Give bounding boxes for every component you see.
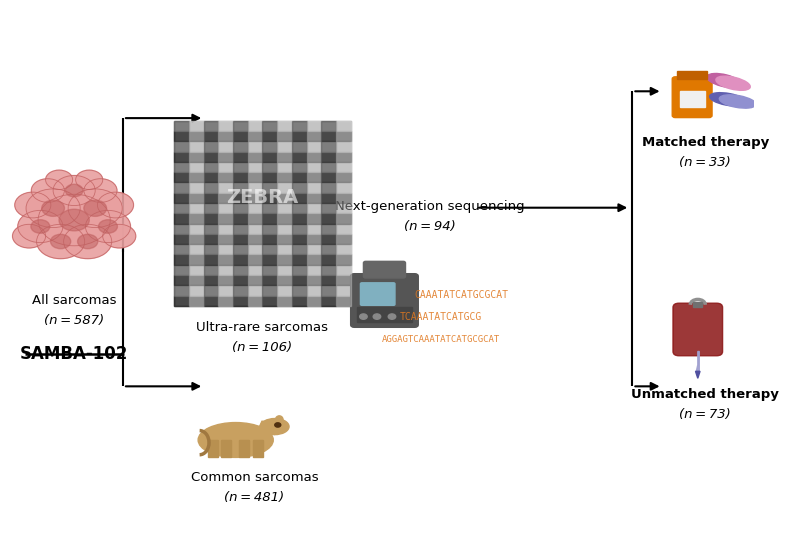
Text: Common sarcomas: Common sarcomas — [191, 471, 318, 484]
Text: ZEBRA: ZEBRA — [226, 188, 298, 207]
Bar — [174, 121, 189, 306]
Bar — [174, 264, 350, 275]
Bar — [174, 295, 350, 306]
Bar — [174, 141, 350, 152]
Bar — [174, 193, 350, 203]
Bar — [174, 203, 350, 214]
Circle shape — [38, 194, 110, 246]
Circle shape — [59, 209, 89, 231]
Bar — [263, 121, 277, 306]
Circle shape — [373, 314, 380, 319]
Circle shape — [46, 170, 73, 190]
Text: (n = 587): (n = 587) — [44, 314, 104, 327]
Bar — [174, 244, 350, 254]
Ellipse shape — [260, 418, 289, 435]
Bar — [306, 121, 321, 306]
Circle shape — [51, 234, 70, 249]
Bar — [174, 121, 350, 131]
Bar — [174, 285, 350, 295]
Polygon shape — [258, 421, 277, 435]
Circle shape — [103, 224, 136, 248]
Text: (n = 33): (n = 33) — [679, 156, 731, 169]
Bar — [321, 121, 336, 306]
Bar — [358, 307, 411, 322]
Text: All sarcomas: All sarcomas — [32, 294, 116, 307]
Bar — [203, 121, 218, 306]
FancyBboxPatch shape — [363, 261, 406, 278]
Circle shape — [31, 220, 50, 233]
Text: (n = 106): (n = 106) — [232, 341, 292, 354]
Circle shape — [66, 184, 83, 197]
Circle shape — [274, 423, 281, 427]
Text: TCAAATATCATGCG: TCAAATATCATGCG — [399, 312, 482, 321]
FancyBboxPatch shape — [361, 283, 395, 305]
Bar — [174, 275, 350, 285]
Text: Unmatched therapy: Unmatched therapy — [631, 388, 779, 401]
Circle shape — [68, 189, 123, 228]
Ellipse shape — [707, 74, 741, 88]
Bar — [292, 121, 306, 306]
Circle shape — [84, 179, 117, 202]
Bar — [174, 121, 350, 306]
Bar — [174, 254, 350, 264]
Circle shape — [99, 220, 117, 233]
Circle shape — [32, 179, 64, 202]
Text: (n = 481): (n = 481) — [225, 491, 285, 504]
Bar — [174, 214, 350, 224]
Bar — [174, 131, 350, 141]
Bar — [174, 162, 350, 172]
Bar — [174, 152, 350, 162]
Text: SAMBA-102: SAMBA-102 — [20, 345, 128, 363]
Bar — [208, 440, 218, 457]
Circle shape — [18, 210, 63, 243]
Bar — [240, 440, 249, 457]
Text: CAAATATCATGCGCAT: CAAATATCATGCGCAT — [414, 290, 509, 300]
Circle shape — [13, 224, 46, 248]
Text: Next-generation sequencing: Next-generation sequencing — [335, 200, 524, 213]
Bar — [679, 91, 705, 107]
Bar — [693, 302, 702, 307]
Circle shape — [42, 200, 65, 216]
Text: Ultra-rare sarcomas: Ultra-rare sarcomas — [196, 321, 328, 334]
Bar — [221, 440, 231, 457]
Bar — [233, 121, 248, 306]
Circle shape — [78, 234, 98, 249]
Ellipse shape — [719, 95, 756, 108]
Bar — [248, 121, 263, 306]
Bar — [174, 183, 350, 193]
Bar — [218, 121, 233, 306]
Ellipse shape — [275, 416, 283, 423]
Circle shape — [26, 189, 80, 228]
Bar — [253, 440, 263, 457]
Circle shape — [36, 224, 85, 259]
Bar — [189, 121, 203, 306]
Text: (n = 94): (n = 94) — [403, 220, 456, 233]
Bar — [174, 224, 350, 234]
FancyBboxPatch shape — [673, 303, 722, 356]
Circle shape — [63, 224, 112, 259]
Circle shape — [76, 170, 103, 190]
Polygon shape — [696, 351, 699, 371]
Polygon shape — [695, 371, 700, 378]
Circle shape — [360, 314, 367, 319]
Circle shape — [388, 314, 396, 319]
Bar — [336, 121, 350, 306]
Circle shape — [53, 176, 95, 205]
Bar — [277, 121, 292, 306]
Ellipse shape — [710, 93, 746, 106]
Circle shape — [15, 192, 51, 218]
Bar — [174, 234, 350, 244]
Ellipse shape — [716, 76, 751, 91]
Text: (n = 73): (n = 73) — [679, 408, 731, 421]
Circle shape — [85, 210, 131, 243]
Text: AGGAGTCAAATATCATGCGCAT: AGGAGTCAAATATCATGCGCAT — [382, 334, 501, 344]
Circle shape — [97, 192, 134, 218]
Bar — [174, 172, 350, 183]
FancyBboxPatch shape — [672, 77, 712, 118]
Circle shape — [84, 200, 107, 216]
Text: Matched therapy: Matched therapy — [642, 136, 769, 149]
FancyBboxPatch shape — [350, 274, 418, 327]
Bar — [678, 72, 707, 79]
Ellipse shape — [198, 423, 273, 457]
